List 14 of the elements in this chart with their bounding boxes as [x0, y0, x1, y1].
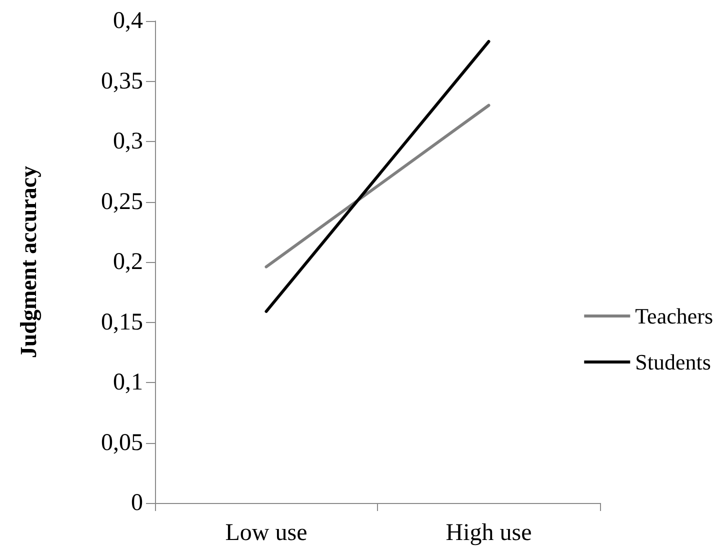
y-tick-label: 0,3	[113, 128, 143, 154]
y-tick-label: 0,25	[101, 188, 143, 215]
y-axis-title: Judgment accuracy	[16, 165, 42, 358]
y-tick-label: 0	[131, 490, 143, 516]
x-tick-label: Low use	[225, 520, 308, 546]
y-tick-label: 0,2	[113, 249, 143, 275]
y-tick-label: 0,4	[113, 8, 143, 34]
x-tick-label: High use	[446, 520, 532, 546]
y-tick-label: 0,35	[101, 68, 143, 94]
y-tick-label: 0,1	[113, 370, 143, 396]
legend-label: Teachers	[635, 304, 714, 328]
y-tick-label: 0,15	[101, 309, 143, 336]
legend-label: Students	[635, 350, 711, 374]
y-tick-label: 0,05	[101, 430, 143, 456]
